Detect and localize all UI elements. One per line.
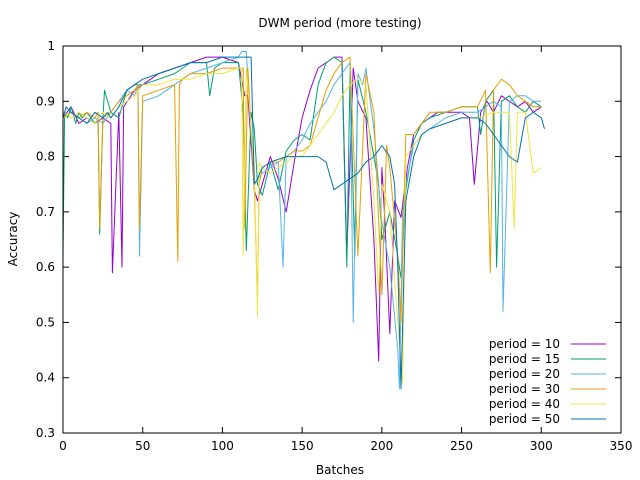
y-tick-label: 0.3 bbox=[36, 426, 55, 440]
legend-label-4: period = 30 bbox=[489, 382, 560, 396]
x-tick-label: 200 bbox=[370, 439, 393, 453]
x-tick-label: 100 bbox=[211, 439, 234, 453]
y-tick-label: 0.4 bbox=[36, 371, 55, 385]
plot-frame bbox=[62, 45, 622, 434]
y-tick-label: 0.9 bbox=[36, 94, 55, 108]
y-tick-label: 0.8 bbox=[36, 150, 55, 164]
y-tick-labels: 0.3 0.4 0.5 0.6 0.7 0.8 0.9 1 bbox=[36, 39, 55, 440]
x-axis-title: Batches bbox=[316, 463, 364, 477]
y-tick-label: 0.5 bbox=[36, 315, 55, 329]
series-line-5 bbox=[62, 67, 542, 384]
series-line-4 bbox=[62, 56, 542, 323]
y-tick-label: 1 bbox=[47, 39, 55, 53]
y-tick-label: 0.6 bbox=[36, 260, 55, 274]
y-tick-label: 0.7 bbox=[36, 205, 55, 219]
x-tick-labels: 0 50 100 150 200 250 300 350 bbox=[59, 439, 632, 453]
legend-label-1: period = 10 bbox=[489, 337, 560, 351]
legend-label-3: period = 20 bbox=[489, 367, 560, 381]
x-tick-label: 250 bbox=[450, 439, 473, 453]
x-tick-label: 300 bbox=[530, 439, 553, 453]
series-line-1 bbox=[62, 56, 542, 362]
x-tick-label: 0 bbox=[59, 439, 67, 453]
y-axis-title: Accuracy bbox=[6, 212, 20, 267]
x-tick-label: 50 bbox=[135, 439, 150, 453]
x-tick-label: 350 bbox=[610, 439, 633, 453]
chart-title: DWM period (more testing) bbox=[258, 16, 421, 30]
series-lines bbox=[62, 51, 545, 390]
series-line-3 bbox=[62, 51, 542, 390]
series-line-6 bbox=[62, 56, 545, 390]
legend-label-6: period = 50 bbox=[489, 412, 560, 426]
legend-label-5: period = 40 bbox=[489, 397, 560, 411]
x-tick-label: 150 bbox=[291, 439, 314, 453]
legend-label-2: period = 15 bbox=[489, 352, 560, 366]
